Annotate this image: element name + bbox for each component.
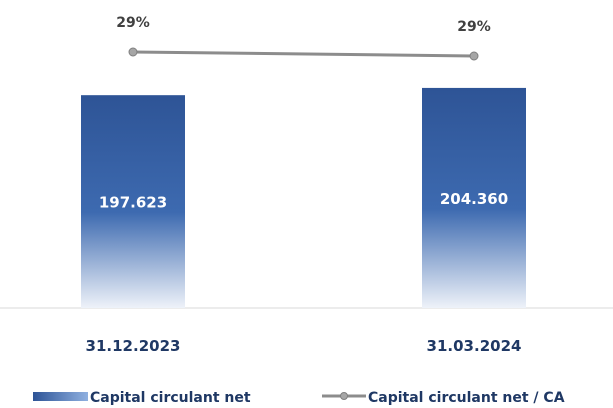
ratio-value-label-1: 29%: [116, 15, 150, 31]
ratio-value-label-2: 29%: [457, 19, 491, 35]
bar-value-label-2: 204.360: [440, 190, 508, 208]
legend: Capital circulant net Capital circulant …: [33, 390, 565, 406]
bar-1: [81, 95, 185, 308]
bar-value-label-1: 197.623: [99, 194, 167, 212]
legend-swatch-marker: [340, 392, 348, 400]
category-label-2: 31.03.2024: [427, 337, 522, 355]
bar-2: [422, 87, 526, 308]
ratio-point-1: [128, 47, 138, 57]
category-labels: 31.12.2023 31.03.2024: [86, 337, 522, 355]
ratio-point-2: [469, 51, 479, 61]
legend-label-bar: Capital circulant net: [90, 390, 251, 406]
line-series: [128, 47, 479, 61]
line-data-labels: 29% 29%: [116, 15, 491, 35]
category-label-1: 31.12.2023: [86, 337, 181, 355]
legend-label-line: Capital circulant net / CA: [368, 390, 565, 406]
bar-data-labels: 197.623 204.360: [99, 190, 508, 212]
ratio-line: [132, 50, 475, 58]
legend-swatch-bar: [33, 392, 88, 401]
bar-series: [81, 87, 526, 308]
